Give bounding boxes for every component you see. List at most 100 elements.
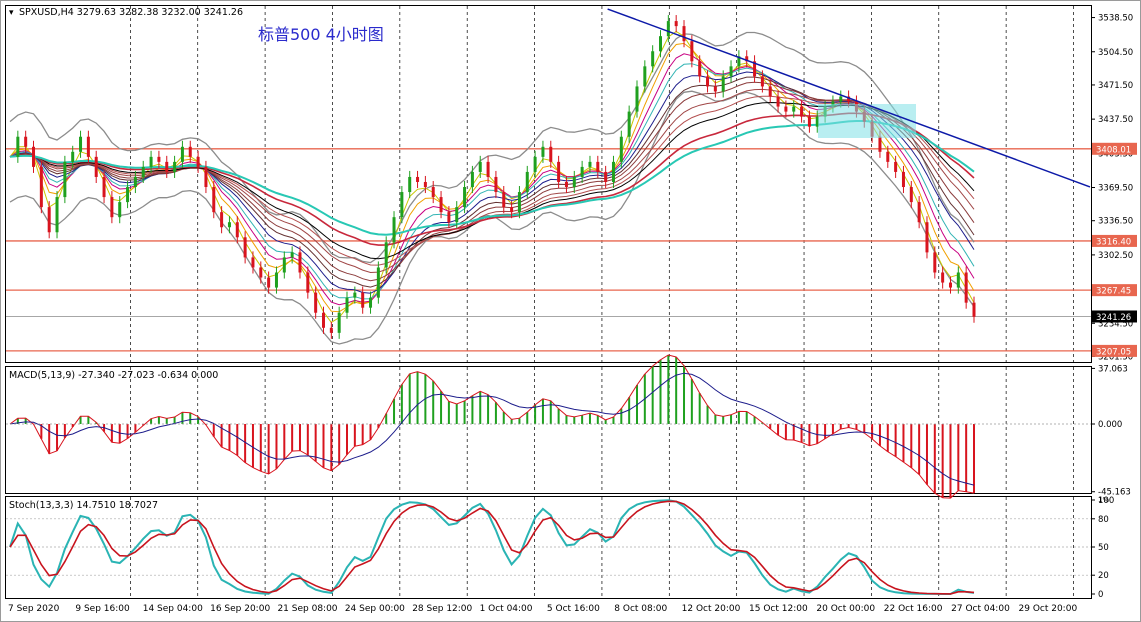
macd-tick-label: 37.063 [1098,364,1128,374]
candle-body [886,151,890,162]
candle-body [549,146,553,162]
candle-body [502,192,506,208]
level-tag-label: 3207.05 [1096,347,1131,357]
chart-annotation: 标普500 4小时图 [258,25,384,44]
candle-body [596,161,600,172]
candle-body [510,207,514,213]
candle-body [572,176,576,188]
ma-line [9,88,975,274]
candle-body [894,161,898,172]
candle-body [517,192,521,213]
candle-body [400,192,404,218]
candle-body [478,161,482,172]
level-tag [1092,284,1137,297]
candle-body [416,176,420,182]
current-price-tag [1092,310,1137,323]
candle-body [800,106,804,117]
candle-body [361,292,365,308]
candle-body [439,197,443,213]
candle-body [729,66,733,77]
candle-body [259,267,263,278]
candle-body [267,277,271,288]
stoch-tick-label: 100 [1098,496,1114,506]
macd-tick-label: 0.000 [1098,420,1122,430]
ma-long [9,112,975,246]
candle-body [698,61,702,77]
candle-body [737,56,741,67]
candle-body [79,136,83,152]
candle-body [588,161,592,167]
candle-body [196,156,200,167]
candle-body [839,96,843,102]
price-tick-label: 3234.50 [1098,319,1133,329]
candle-body [133,176,137,188]
stoch-series [6,499,1091,595]
candle-body [94,156,98,177]
candle-body [55,197,59,233]
candle-body [71,151,75,162]
candle-body [337,312,341,333]
candle-body [423,181,427,188]
candle-body [604,171,608,182]
time-label: 16 Sep 20:00 [210,604,270,614]
candle-body [314,292,318,313]
candle-body [956,272,960,288]
stoch-tick-label: 80 [1098,515,1109,525]
price-tick-label: 3538.50 [1098,14,1133,24]
trendline [607,8,1091,188]
time-label: 27 Oct 04:00 [951,604,1010,614]
candle-body [102,176,106,198]
candle-body [525,171,529,193]
candle-body [753,61,757,77]
candle-body [188,146,192,157]
horizontal-levels [6,148,1091,352]
level-tag [1092,344,1137,357]
level-tag-label: 3408.01 [1096,145,1131,155]
level-tags: 3408.01 3316.40 3267.45 3207.05 3241.26 [1092,142,1137,357]
macd-line [9,354,975,499]
candle-body [306,272,310,293]
time-label: 22 Oct 16:00 [884,604,943,614]
macd-panel [5,366,1092,494]
candle-body [235,222,239,238]
candle-body [815,116,819,127]
price-tick-label: 3369.50 [1098,184,1133,194]
candle-body [776,96,780,107]
candle-body [917,202,921,223]
time-label: 24 Sep 00:00 [345,604,405,614]
candle-body [651,51,655,67]
time-label: 28 Sep 12:00 [412,604,472,614]
candle-body [180,146,184,162]
candle-body [126,187,130,203]
candle-body [455,207,459,223]
price-tick-label: 3437.50 [1098,115,1133,125]
candle-body [392,217,396,243]
candle-body [86,136,90,157]
candle-body [964,272,968,303]
candle-body [564,181,568,188]
candle-body [909,187,913,203]
candle-body [329,327,333,333]
level-tag [1092,234,1137,247]
candle-body [16,136,20,157]
candle-body [353,292,357,298]
candle-body [784,106,788,112]
candle-body [463,187,467,208]
candle-body [768,86,772,97]
candle-body [345,297,349,313]
stoch-tick-label: 20 [1098,571,1109,581]
candle-body [32,146,36,167]
time-label: 15 Oct 12:00 [749,604,808,614]
candle-body [251,257,255,268]
macd-axis: 37.063 0.000 -45.163 [6,364,1131,498]
candle-body [792,106,796,112]
candle-body [745,56,749,62]
stoch-label: Stoch(13,3,3) 14.7510 18.7027 [9,500,158,511]
candle-body [447,212,451,223]
candle-body [807,116,811,127]
candle-body [290,252,294,258]
time-label: 12 Oct 20:00 [682,604,741,614]
candle-body [173,161,177,172]
candle-body [619,136,623,162]
